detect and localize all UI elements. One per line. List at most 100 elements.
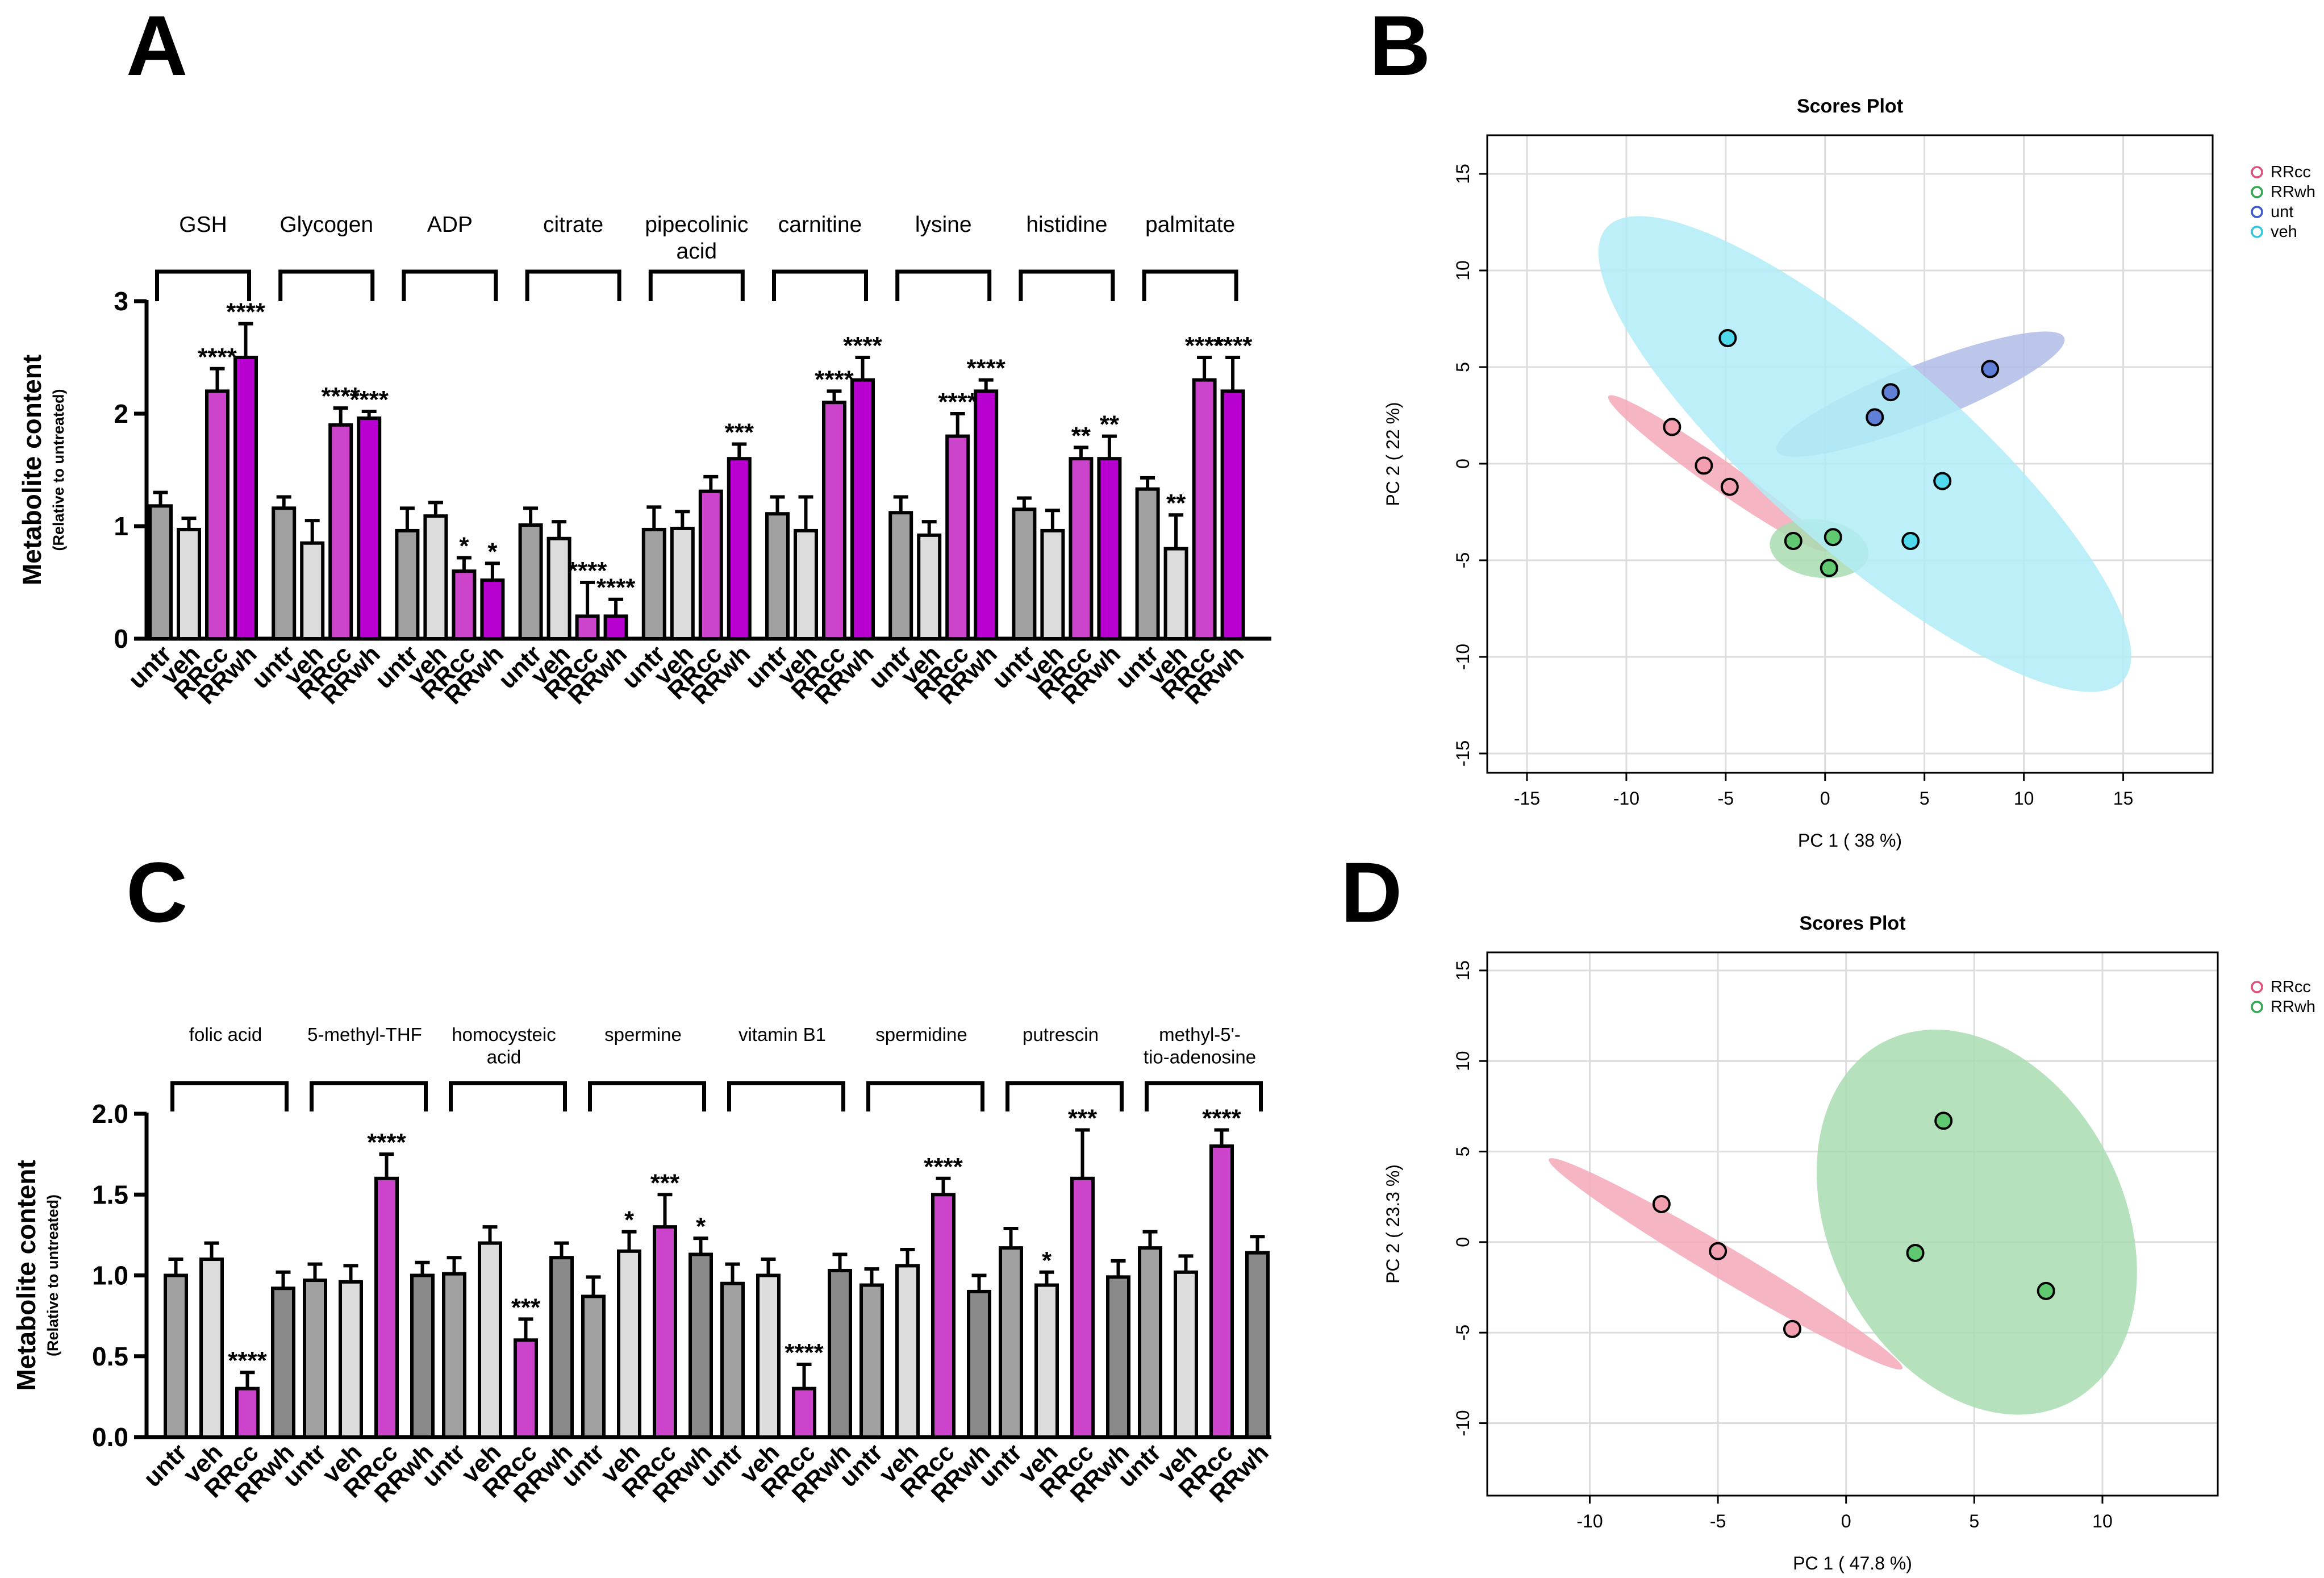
- y-tick-label: 5: [1453, 1147, 1473, 1157]
- bar: [514, 1338, 538, 1439]
- y-tick-label: 1.0: [92, 1261, 128, 1290]
- bar: [1220, 389, 1245, 641]
- group-label: pipecolinic acid: [645, 213, 748, 264]
- bar: [1174, 1270, 1198, 1439]
- x-tick-label: 15: [2113, 788, 2134, 809]
- group-bracket: [1005, 1081, 1124, 1111]
- panel-c: 0.0 0.5 1.0 1.5 2.0 Metabolite content (Relati…: [11, 1024, 1274, 1508]
- y-tick-label: 10: [1453, 1051, 1473, 1071]
- y-tick-label: 0: [1453, 1237, 1473, 1247]
- bar: [689, 1252, 713, 1439]
- group-bracket: [772, 269, 868, 301]
- group-bracket: [449, 1081, 567, 1111]
- significance-label: ***: [511, 1293, 541, 1321]
- x-tick-label: 10: [2092, 1511, 2113, 1531]
- confidence-ellipse: [1549, 1158, 1903, 1370]
- x-axis-label: PC 1 ( 47.8 %): [1793, 1553, 1912, 1573]
- bar: [452, 569, 477, 641]
- group-bracket: [588, 1081, 706, 1111]
- legend-label: unt: [2271, 203, 2293, 221]
- y-axis-sublabel: (Relative to untreated): [50, 389, 67, 551]
- significance-label: **: [1166, 489, 1186, 517]
- data-point: [1881, 383, 1900, 402]
- significance-label: ***: [1068, 1104, 1098, 1132]
- x-tick-label: -5: [1710, 1511, 1726, 1531]
- group-label: homocysteic acid: [452, 1024, 556, 1068]
- group-label: citrate: [543, 213, 603, 237]
- bar: [792, 1387, 816, 1439]
- bar: [478, 1241, 502, 1439]
- legend-marker: [2251, 166, 2263, 178]
- bar: [423, 514, 448, 640]
- panel-letters: A B C D: [126, 0, 1430, 940]
- group-bracket: [525, 269, 621, 301]
- legend-label: RRcc: [2271, 978, 2311, 996]
- significance-label: ****: [226, 298, 265, 326]
- bar: [1106, 1275, 1130, 1439]
- legend-marker: [2251, 186, 2263, 198]
- group-label: 5-methyl-THF: [307, 1024, 422, 1045]
- bar: [720, 1281, 745, 1439]
- data-point: [1652, 1194, 1671, 1213]
- significance-label: ****: [815, 365, 854, 393]
- data-point: [1709, 1242, 1728, 1260]
- y-tick-label: -15: [1453, 740, 1473, 767]
- data-point: [1820, 559, 1838, 577]
- significance-label: ****: [966, 355, 1005, 382]
- bar: [328, 423, 353, 640]
- significance-label: ****: [349, 386, 389, 414]
- panel-letter-a: A: [126, 0, 187, 93]
- y-tick-label: 15: [1453, 960, 1473, 981]
- bar: [148, 504, 173, 640]
- bar: [1040, 528, 1065, 640]
- data-point: [1663, 418, 1682, 436]
- y-tick-label: 10: [1453, 260, 1473, 281]
- bar: [300, 541, 325, 641]
- group-bracket: [170, 1081, 289, 1111]
- data-point: [1933, 472, 1952, 490]
- y-axis-label: PC 2 ( 22 %): [1383, 402, 1403, 506]
- significance-label: ****: [1202, 1104, 1241, 1132]
- bar: [575, 614, 600, 641]
- x-tick-label: -5: [1718, 788, 1734, 809]
- y-axis-label: Metabolite content: [17, 355, 47, 585]
- confidence-ellipse: [1816, 1030, 2137, 1415]
- group-label: ADP: [427, 213, 473, 237]
- bar: [917, 533, 942, 641]
- bar: [822, 401, 846, 640]
- bar: [199, 1258, 224, 1439]
- y-tick-label: 5: [1453, 362, 1473, 372]
- group-bracket: [310, 1081, 428, 1111]
- y-axis-sublabel: (Relative to untreated): [44, 1194, 61, 1356]
- bar: [859, 1283, 884, 1439]
- panel-a: 0 1 2 3 Metabolite content (Relative to untre…: [17, 213, 1271, 710]
- significance-label: ****: [938, 388, 977, 416]
- legend-marker: [2251, 981, 2263, 993]
- significance-label: ****: [198, 343, 237, 371]
- significance-label: *: [459, 532, 469, 560]
- bar: [756, 1273, 781, 1439]
- data-point: [1906, 1243, 1925, 1262]
- y-tick-label: 0.5: [92, 1342, 128, 1371]
- bar: [727, 457, 752, 640]
- group-bracket: [727, 1081, 845, 1111]
- significance-label: ****: [1213, 332, 1253, 360]
- legend-marker: [2251, 1001, 2263, 1013]
- plot-title: Scores Plot: [1797, 95, 1903, 117]
- bar: [603, 614, 628, 641]
- plot-frame: [1486, 134, 2214, 774]
- y-axis-label: PC 2 ( 23.3 %): [1383, 1164, 1403, 1284]
- panel-letter-d: D: [1341, 844, 1402, 940]
- legend-label: veh: [2271, 223, 2297, 241]
- group-label: putrescin: [1023, 1024, 1099, 1045]
- group-label: Glycogen: [279, 213, 373, 237]
- significance-label: ****: [228, 1347, 267, 1375]
- bar: [410, 1273, 435, 1439]
- data-point: [1934, 1111, 1953, 1130]
- bar: [1209, 1144, 1234, 1439]
- group-label: spermine: [604, 1024, 682, 1045]
- bar: [1138, 1246, 1162, 1439]
- y-tick-label: -5: [1453, 1325, 1473, 1340]
- group-bracket: [278, 269, 375, 301]
- bar: [794, 528, 818, 640]
